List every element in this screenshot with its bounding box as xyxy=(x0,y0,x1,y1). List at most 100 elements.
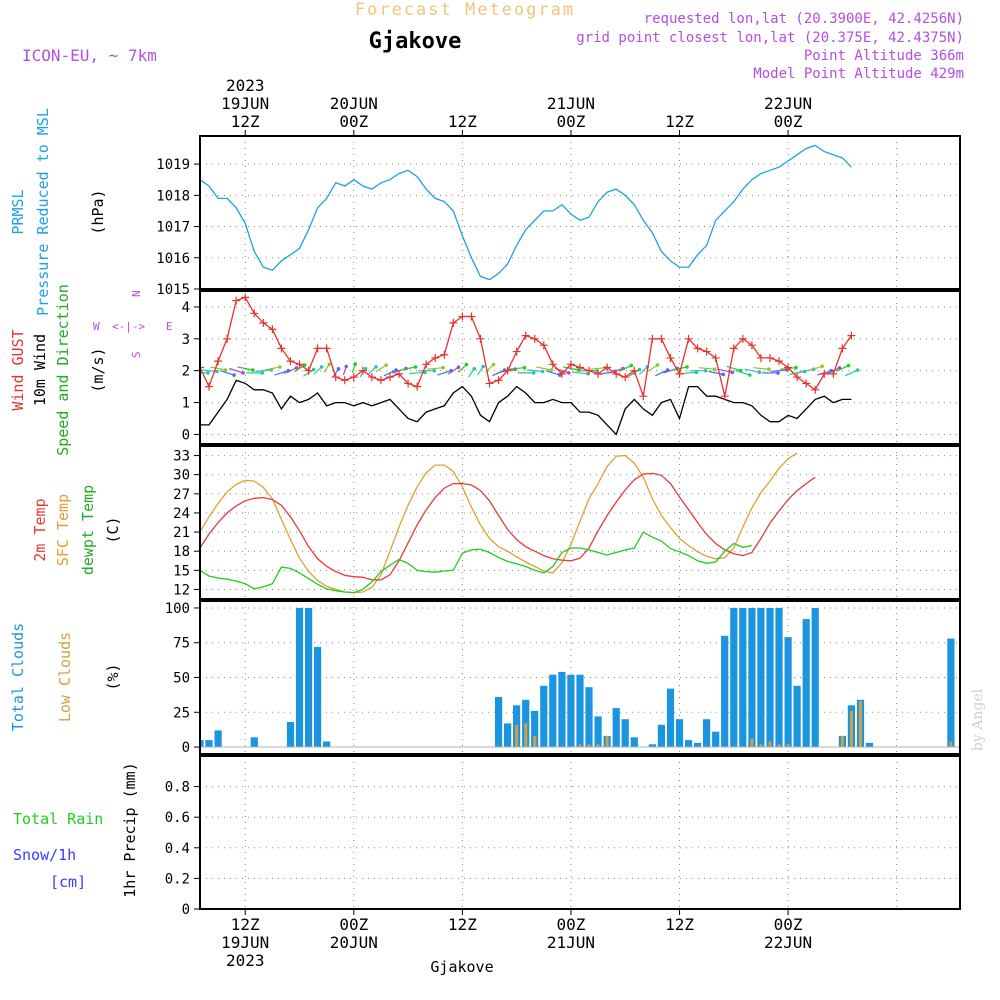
low-cloud-bar xyxy=(949,741,953,748)
gust-marker xyxy=(259,318,268,327)
bottom-hour-label: 00Z xyxy=(774,915,803,934)
total-cloud-bar xyxy=(286,722,295,747)
wind-arrow-head xyxy=(655,363,660,367)
gust-marker xyxy=(621,373,630,382)
gust-marker xyxy=(232,296,241,305)
chart-title-top: Forecast Meteogram xyxy=(355,0,575,20)
low-cloud-bar xyxy=(850,710,853,748)
wind-panel: 0 1 2 3 4 xyxy=(182,290,961,445)
gust-marker xyxy=(729,344,738,353)
total-cloud-bar xyxy=(685,740,693,748)
gust-marker xyxy=(738,334,747,343)
low-cloud-bar xyxy=(587,744,591,748)
bottom-hour-label: 12Z xyxy=(665,915,694,934)
bottom-date-label: 21JUN xyxy=(547,933,595,952)
clouds-plot-area xyxy=(200,608,960,748)
pressure-unit: (hPa) xyxy=(89,189,107,234)
y-tick-label: 18 xyxy=(173,544,190,560)
pressure-panel-labels: PRMSL Pressure Reduced to MSL (hPa) xyxy=(9,108,107,316)
wind-arrow-head xyxy=(441,365,445,370)
gust-marker xyxy=(639,392,648,401)
gust-marker xyxy=(485,379,494,388)
gust-marker xyxy=(720,392,729,401)
wind-arrow-head xyxy=(232,373,236,377)
y-tick-label: 27 xyxy=(173,487,190,503)
wind-arrow-head xyxy=(748,373,752,377)
total-cloud-bar xyxy=(865,742,874,748)
wind-direction-arrow xyxy=(836,365,849,372)
wind-direction-arrow xyxy=(313,366,323,375)
bottom-date-label: 22JUN xyxy=(764,933,812,952)
pressure-line xyxy=(200,144,852,281)
total-cloud-bar xyxy=(594,716,602,747)
requested-lonlat: requested lon,lat (20.3900E, 42.4256N) xyxy=(644,11,964,27)
rain-label: Total Rain xyxy=(13,810,103,828)
snow-label: Snow/1h xyxy=(13,846,76,864)
wind-direction-arrow xyxy=(400,366,416,371)
gust-marker xyxy=(829,369,838,378)
y-tick-label: 24 xyxy=(173,506,190,522)
gust-marker xyxy=(612,369,621,378)
wind-arrow-head xyxy=(413,365,418,369)
temp-dewpt-label: dewpt Temp xyxy=(79,485,97,575)
low-cloud-bar xyxy=(596,744,600,748)
wind-direction-arrow xyxy=(375,364,387,373)
low-cloud-bar xyxy=(786,744,790,748)
top-date-label: 19JUN xyxy=(221,94,269,113)
gust-marker xyxy=(250,309,259,318)
gust-marker xyxy=(395,369,404,378)
wind-direction-arrow xyxy=(638,366,648,375)
wind-arrow-head xyxy=(456,365,461,370)
total-cloud-bar xyxy=(703,719,711,747)
wind-direction-arrow xyxy=(655,369,668,377)
low-cloud-bar xyxy=(578,744,582,748)
wind-direction-arrow xyxy=(383,369,397,377)
gust-marker xyxy=(286,357,295,366)
y-tick-label: 0 xyxy=(182,902,190,918)
wind-direction-arrow xyxy=(563,366,579,371)
wind-arrow-head xyxy=(302,363,307,367)
wind-direction-arrow xyxy=(427,367,444,370)
wind-arrow-head xyxy=(567,371,571,375)
low-cloud-bar xyxy=(768,741,772,748)
total-cloud-bar xyxy=(694,742,702,748)
top-hour-label: 00Z xyxy=(774,112,803,131)
wind-arrow-head xyxy=(384,363,388,367)
wind-arrow-head xyxy=(311,367,316,372)
total-cloud-bar xyxy=(675,719,684,747)
total-cloud-bar xyxy=(630,737,638,747)
wind-arrow-head xyxy=(721,372,725,377)
total-cloud-bar xyxy=(200,740,204,748)
wind-direction-arrow xyxy=(237,366,253,371)
y-tick-label: 0.4 xyxy=(165,841,190,857)
wind-direction-arrow xyxy=(618,365,632,372)
wind-arrow-head xyxy=(549,368,554,372)
wind-direction-arrow xyxy=(771,369,787,373)
total-cloud-bar xyxy=(549,674,557,747)
gust-marker xyxy=(349,373,358,382)
bottom-hour-label: 00Z xyxy=(339,915,368,934)
wind-direction-arrow xyxy=(229,367,244,374)
wind-arrow-head xyxy=(353,362,358,366)
gust-marker xyxy=(684,334,693,343)
pressure-frame xyxy=(199,135,961,290)
total-cloud-bar xyxy=(784,637,792,748)
compass-rose: W <-|-> E N S xyxy=(93,290,173,358)
wind-arrow-head xyxy=(531,371,536,375)
low-cloud-bar xyxy=(859,701,862,747)
gust-marker xyxy=(304,366,313,375)
cloud-panel-labels: Total Clouds Low Clouds (%) xyxy=(9,623,122,731)
wind-arrow-head xyxy=(472,367,477,371)
wind-direction-arrow xyxy=(808,365,823,372)
compass-arrow: <-|-> xyxy=(112,320,145,333)
wind-direction-arrow xyxy=(492,369,505,377)
gust-marker xyxy=(476,334,485,343)
wind-direction-arrow xyxy=(526,369,543,373)
y-tick-label: 100 xyxy=(165,601,190,617)
total-clouds-label: Total Clouds xyxy=(9,623,27,731)
total-cloud-bar xyxy=(205,740,213,748)
gust-marker xyxy=(277,344,286,353)
bottom-date-label: 19JUN xyxy=(221,933,269,952)
